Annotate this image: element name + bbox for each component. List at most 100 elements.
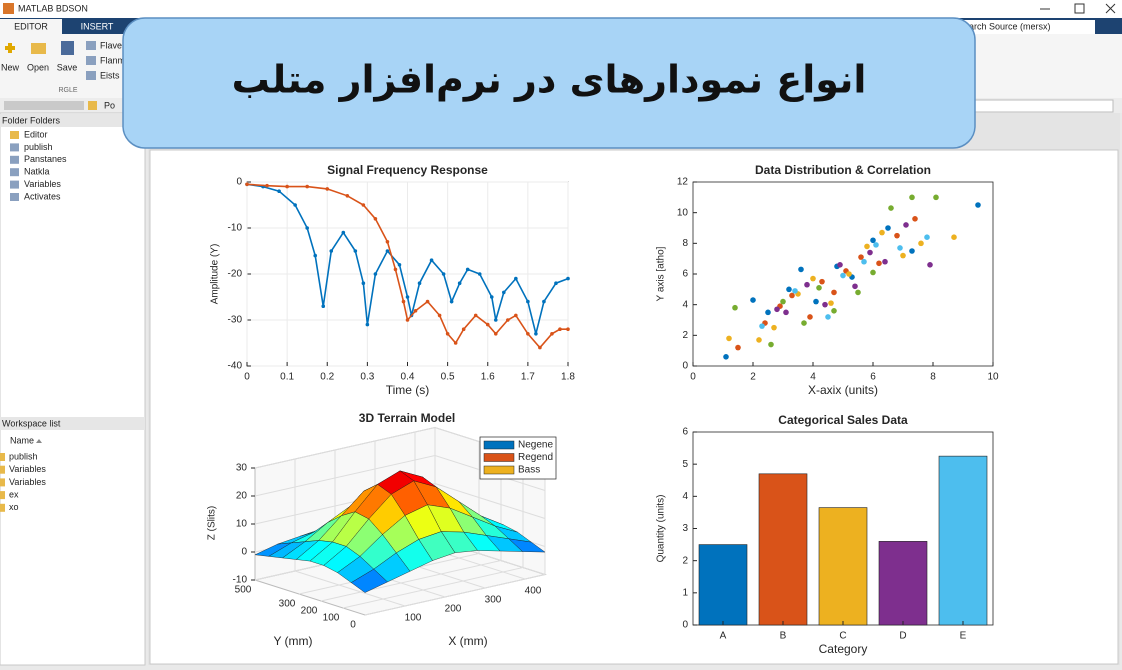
y-tick-label: 0 [350, 620, 356, 631]
x-tick-label: 0.1 [280, 372, 294, 383]
scatter-point [924, 234, 930, 240]
y-tick-label: 0 [236, 177, 242, 188]
tab-label: EDITOR [14, 21, 48, 31]
maximize[interactable] [1074, 3, 1085, 14]
scatter-point [723, 354, 729, 360]
scatter-point [894, 232, 900, 239]
x-tick-label: B [780, 631, 787, 642]
button-label[interactable]: New [1, 62, 20, 72]
line-marker [305, 226, 309, 230]
y-axis-label: Amplitude (Y) [210, 244, 221, 305]
x-tick-label: 0.5 [441, 372, 455, 383]
icon-new[interactable] [5, 43, 15, 53]
folder-item[interactable]: Panstanes [24, 154, 67, 164]
scatter-point [846, 271, 852, 277]
line-marker [473, 313, 478, 318]
scatter-point [807, 314, 813, 320]
line-marker [453, 341, 458, 345]
bar [698, 544, 748, 626]
y-axis-label: Quantity (units) [656, 495, 667, 563]
z-tick-label: -10 [233, 575, 248, 586]
line-marker [313, 253, 318, 258]
search-box[interactable] [955, 20, 1095, 34]
line-marker [401, 299, 406, 304]
z-tick-label: 20 [236, 491, 248, 502]
line-marker [534, 332, 538, 336]
line-marker [457, 281, 462, 286]
x-tick-label: 400 [525, 586, 542, 597]
workspace-item[interactable]: Variables [9, 477, 46, 487]
y-tick-label: 12 [677, 177, 689, 188]
chart-title: Data Distribution & Correlation [755, 163, 931, 177]
workspace-item[interactable]: publish [9, 451, 38, 461]
folder-icon [10, 168, 19, 177]
line-marker [485, 322, 490, 327]
x-tick-label: 200 [445, 604, 462, 615]
icon [86, 56, 96, 65]
button-label[interactable]: Open [27, 62, 49, 72]
variable-icon [0, 478, 5, 487]
line-marker [265, 183, 269, 188]
line-marker [526, 299, 530, 304]
line-marker [493, 318, 498, 322]
column-header[interactable]: Name [10, 435, 34, 445]
scatter-point [783, 309, 789, 316]
workspace-item[interactable]: Variables [9, 464, 46, 474]
y-tick-label: 6 [682, 427, 688, 438]
icon-open[interactable] [31, 43, 46, 54]
y-tick-label: 3 [682, 523, 688, 534]
scatter-point [801, 320, 807, 326]
scatter-point [816, 285, 822, 291]
x-tick-label: 0 [244, 372, 250, 383]
workspace-item[interactable]: xo [9, 502, 19, 512]
path-combo[interactable] [974, 99, 1114, 113]
folder-item[interactable]: Editor [24, 129, 48, 139]
bar [878, 541, 928, 626]
close[interactable] [1105, 3, 1116, 14]
scatter-point [771, 324, 777, 331]
icon-save[interactable] [61, 41, 74, 55]
line-marker [385, 240, 390, 244]
search-text: Search Source (mersx) [958, 21, 1051, 31]
window-title: MATLAB BDSON [18, 3, 88, 13]
folder-item[interactable]: Natkla [24, 167, 50, 177]
x-tick-label: 2 [750, 372, 756, 383]
scatter-point [867, 249, 873, 256]
scatter-point [819, 278, 825, 285]
menu-item[interactable]: Flaver [100, 40, 125, 50]
scatter-point [789, 292, 795, 299]
scatter-point [873, 242, 879, 248]
legend-label: Negene [518, 440, 553, 451]
legend-swatch [483, 453, 515, 462]
tab-label[interactable]: INSERT [81, 21, 114, 31]
variable-icon [0, 491, 5, 500]
scatter-point [870, 237, 876, 244]
line-marker [397, 263, 402, 267]
x-tick-label: 1.6 [481, 372, 495, 383]
x-tick-label: 100 [405, 613, 422, 624]
folder-item[interactable]: publish [24, 142, 53, 152]
left-panel [0, 112, 146, 666]
menu-item[interactable]: Flanm [100, 55, 125, 65]
tab-editor[interactable] [0, 19, 62, 34]
line-marker [437, 313, 442, 318]
title-bar [0, 0, 1122, 18]
grid-line [342, 455, 524, 609]
folder-item[interactable]: Variables [24, 179, 61, 189]
x-tick-label: A [720, 631, 727, 642]
y-tick-label: 0 [682, 361, 688, 372]
workspace-item[interactable]: ex [9, 489, 19, 499]
workspace-list: publish Variables Variables ex xo [0, 451, 46, 512]
folder-item[interactable]: Activates [24, 191, 61, 201]
scatter-point [759, 323, 765, 329]
variable-icon [0, 453, 5, 461]
y-tick-label: 300 [279, 599, 296, 610]
line-marker [493, 332, 498, 336]
scatter-point [828, 300, 834, 306]
z-tick-label: 30 [236, 463, 248, 474]
scatter-point [888, 205, 894, 211]
menu-item[interactable]: Eists [100, 70, 120, 80]
button-label[interactable]: Save [57, 62, 78, 72]
scatter-point [909, 194, 915, 201]
